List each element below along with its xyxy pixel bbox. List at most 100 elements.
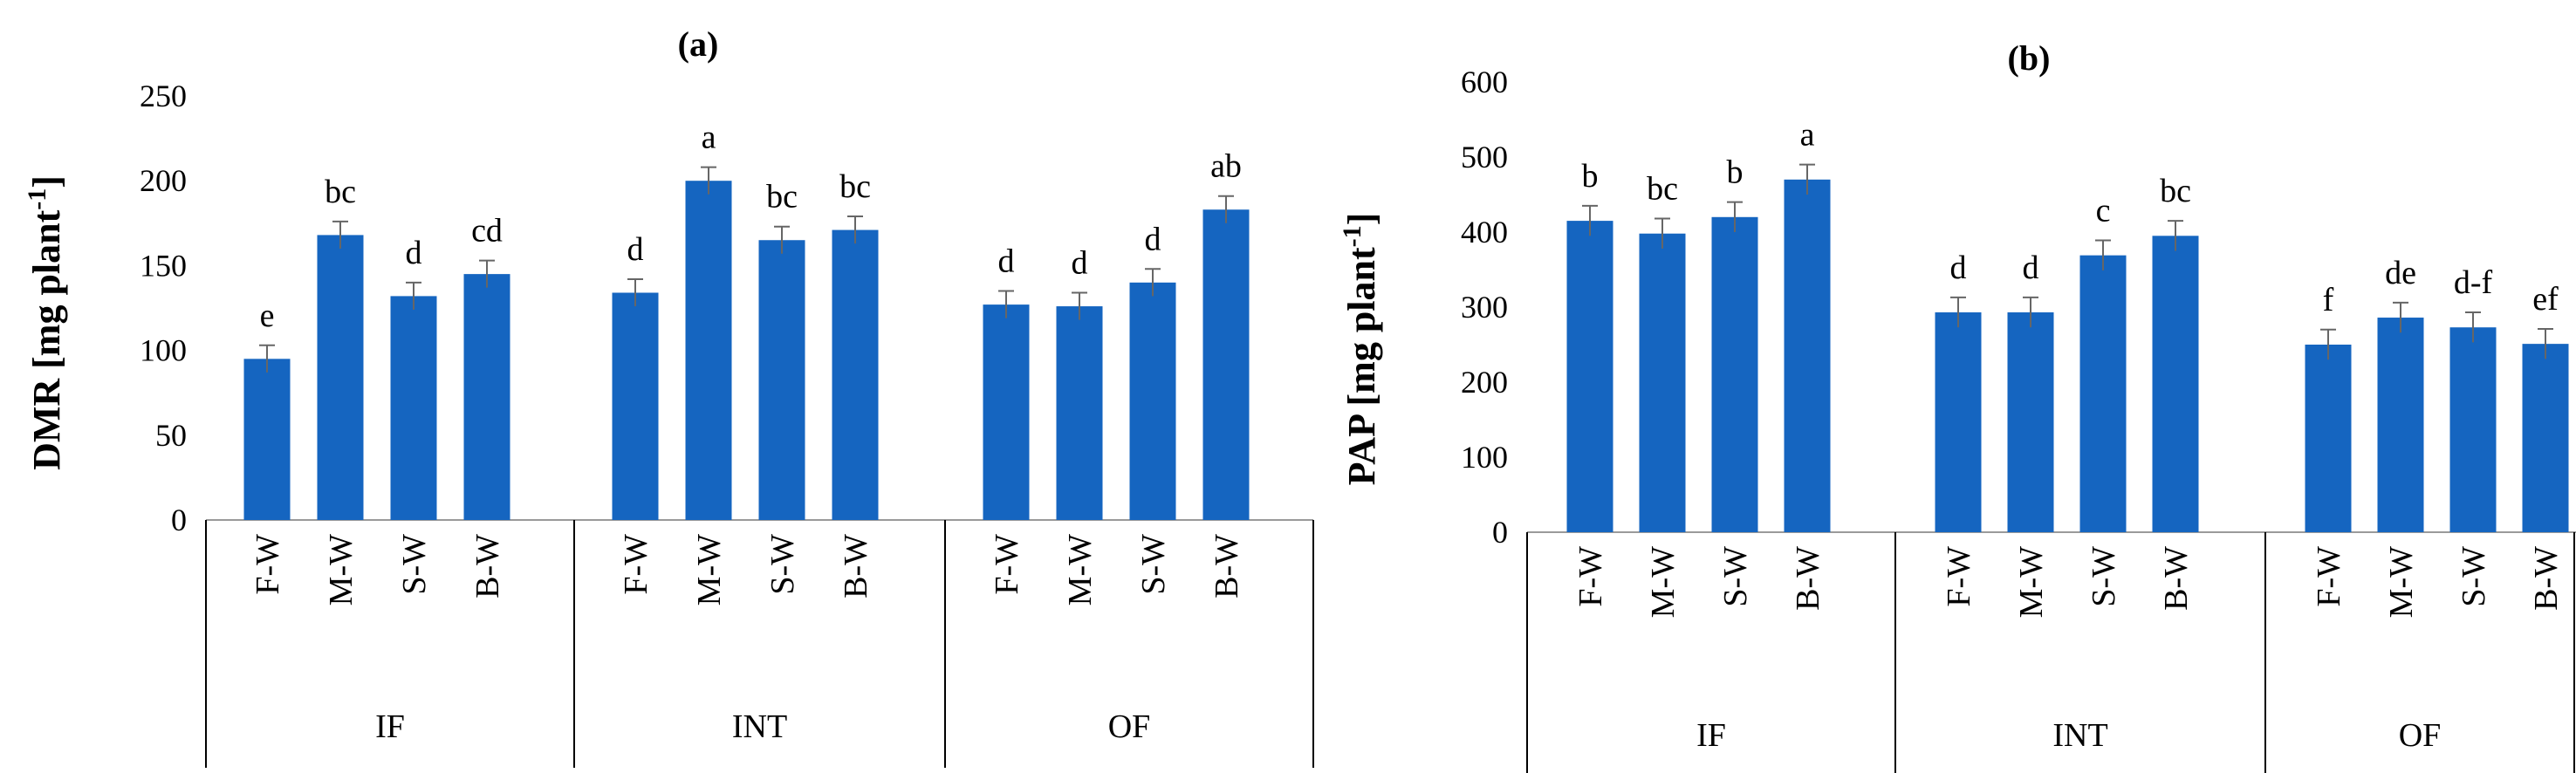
group-label: IF	[375, 708, 405, 745]
group-label: OF	[1108, 708, 1151, 745]
chart-title: (a)	[678, 24, 719, 64]
significance-letter: bc	[766, 179, 798, 215]
category-label: B-W	[469, 534, 506, 599]
bar	[758, 240, 805, 520]
y-axis-label-main: DMR [mg plant	[25, 209, 68, 470]
category-label: F-W	[250, 534, 286, 595]
category-label: M-W	[1645, 546, 1682, 618]
category-label: B-W	[1790, 546, 1826, 611]
y-axis-label: PAP [mg plant-1]	[1338, 213, 1383, 486]
y-axis-label-superscript: -1	[1338, 225, 1367, 247]
y-axis-label: DMR [mg plant-1]	[23, 175, 68, 470]
y-tick-label: 300	[1461, 290, 1508, 325]
significance-letter: d	[998, 243, 1015, 280]
bar	[463, 274, 510, 520]
significance-letter: e	[260, 298, 275, 334]
bar	[317, 235, 364, 520]
y-tick-label: 150	[140, 248, 187, 283]
significance-letter: bc	[2160, 173, 2191, 209]
significance-letter: f	[2323, 282, 2334, 318]
significance-letter: bc	[839, 168, 871, 205]
category-label: F-W	[989, 534, 1025, 595]
y-tick-label: 50	[155, 418, 187, 453]
group-label: OF	[2399, 717, 2442, 754]
significance-letter: d	[627, 231, 644, 268]
group-label: IF	[1696, 717, 1726, 754]
group-label: INT	[2052, 717, 2107, 754]
bar	[2152, 236, 2199, 532]
category-label: S-W	[396, 534, 433, 595]
category-label: S-W	[2456, 546, 2492, 607]
significance-letter: a	[1800, 117, 1815, 154]
bar	[832, 229, 879, 520]
significance-letter: d	[2023, 250, 2039, 286]
bar	[2449, 327, 2497, 532]
bar	[1566, 221, 1613, 532]
bar	[1784, 179, 1831, 533]
significance-letter: d	[406, 235, 422, 271]
bar	[2079, 255, 2127, 532]
category-label: M-W	[323, 534, 360, 605]
bar	[2305, 345, 2352, 532]
category-label: B-W	[2528, 546, 2565, 611]
bar	[612, 292, 659, 520]
significance-letter: ef	[2532, 281, 2559, 318]
category-label: M-W	[1062, 534, 1099, 605]
bar	[243, 359, 291, 520]
bar	[2377, 318, 2424, 532]
significance-letter: a	[702, 120, 716, 156]
y-axis-label-end: ]	[25, 175, 68, 188]
bar	[1639, 233, 1686, 532]
significance-letter: cd	[471, 213, 503, 250]
bar	[1935, 312, 1982, 532]
category-label: S-W	[1135, 534, 1172, 595]
bar	[1056, 306, 1103, 520]
category-label: M-W	[2383, 546, 2420, 618]
category-label: F-W	[2311, 546, 2347, 607]
bar	[983, 304, 1030, 520]
category-label: S-W	[764, 534, 801, 595]
significance-letter: de	[2385, 255, 2416, 291]
y-tick-label: 250	[140, 79, 187, 113]
chart-title: (b)	[2008, 38, 2051, 78]
y-tick-label: 100	[1461, 440, 1508, 475]
category-label: F-W	[1941, 546, 1977, 607]
bar	[1711, 216, 1758, 533]
category-label: S-W	[2086, 546, 2122, 607]
significance-letter: b	[1582, 158, 1599, 195]
category-label: M-W	[691, 534, 728, 605]
bar	[1202, 209, 1250, 521]
category-label: F-W	[1572, 546, 1609, 607]
category-label: B-W	[1209, 534, 1245, 599]
significance-letter: d-f	[2454, 264, 2493, 301]
y-tick-label: 100	[140, 333, 187, 368]
significance-letter: ab	[1210, 148, 1242, 185]
bar	[2007, 312, 2054, 532]
chart-panel-b: (b) PAP [mg plant-1] 0 100 200 300 400 500 600 IF…	[1338, 38, 2576, 773]
significance-letter: b	[1727, 154, 1744, 191]
y-tick-label: 200	[1461, 365, 1508, 400]
y-tick-label: 600	[1461, 65, 1508, 99]
significance-letter: d	[1145, 221, 1161, 257]
category-label: S-W	[1717, 546, 1754, 607]
chart-panel-a: (a) DMR [mg plant-1] 0 50 100 150 200 250 IF e F-W…	[23, 24, 1314, 768]
y-tick-label: 0	[171, 503, 187, 537]
category-label: B-W	[2158, 546, 2195, 611]
significance-letter: bc	[325, 174, 356, 210]
y-axis-label-main: PAP [mg plant	[1340, 247, 1383, 485]
y-tick-label: 400	[1461, 215, 1508, 250]
y-tick-label: 500	[1461, 140, 1508, 174]
y-axis-label-superscript: -1	[23, 188, 51, 210]
category-label: B-W	[838, 534, 874, 599]
y-tick-label: 0	[1492, 515, 1508, 550]
category-label: M-W	[2013, 546, 2050, 618]
bar	[1129, 282, 1176, 520]
significance-letter: d	[1072, 245, 1088, 282]
bar	[2522, 344, 2569, 532]
bar	[390, 296, 437, 520]
significance-letter: d	[1950, 250, 1967, 286]
significance-letter: bc	[1647, 171, 1678, 208]
significance-letter: c	[2096, 192, 2111, 229]
category-label: F-W	[618, 534, 654, 595]
